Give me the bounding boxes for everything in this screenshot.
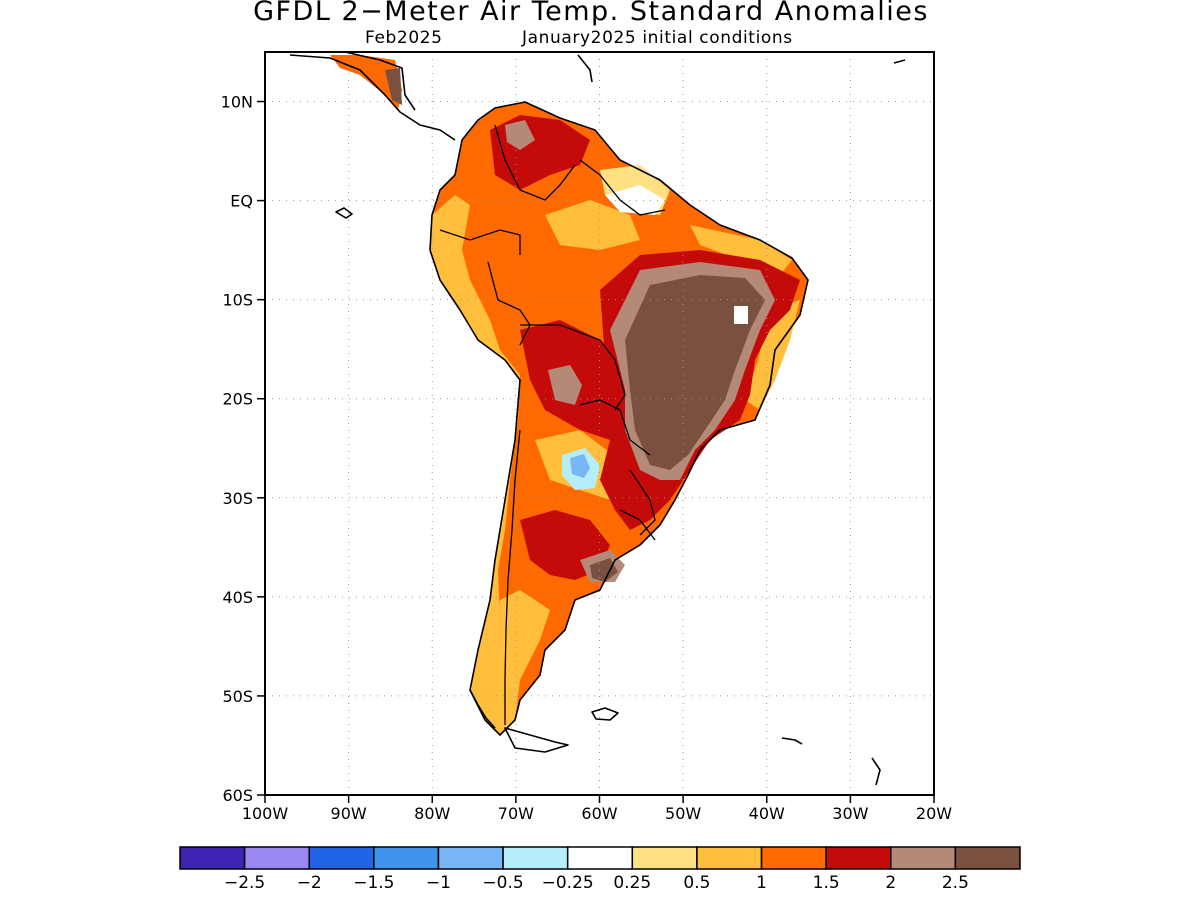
colorbar-label: −0.25 bbox=[542, 873, 594, 893]
missing-data-square bbox=[734, 306, 748, 324]
chaco-cool-inner bbox=[570, 454, 590, 478]
border-colombia-peru bbox=[439, 229, 521, 255]
colorbar-swatch bbox=[696, 846, 763, 870]
guiana-white bbox=[605, 185, 665, 215]
colorbar-swatch bbox=[373, 846, 440, 870]
colorbar-label: −2 bbox=[297, 873, 322, 893]
country-borders bbox=[439, 124, 666, 725]
brazil-dark-brown bbox=[625, 275, 765, 470]
colorbar-swatch bbox=[954, 846, 1021, 870]
forecast-month: Feb2025 bbox=[365, 28, 443, 48]
colorbar-label: −1 bbox=[426, 873, 451, 893]
border-argentina-brazil bbox=[629, 469, 656, 536]
central-america-coastline bbox=[289, 54, 456, 141]
tick-label-lat: 50S bbox=[222, 687, 253, 706]
border-argentina-chile bbox=[504, 429, 521, 725]
initial-conditions-label: January2025 initial conditions bbox=[522, 28, 793, 48]
tick-label-lon: 100W bbox=[242, 804, 289, 823]
south-atlantic-islands bbox=[871, 757, 881, 786]
south-georgia bbox=[781, 737, 803, 745]
tick-label-lat: 10S bbox=[222, 291, 253, 310]
tick-label-lon: 20W bbox=[916, 804, 952, 823]
colorbar-label: 1.5 bbox=[813, 873, 840, 893]
central-america-north-coast bbox=[344, 52, 416, 111]
tick-label-lat: 20S bbox=[222, 390, 253, 409]
border-colombia-venezuela bbox=[494, 124, 576, 201]
argentina-dark-brown bbox=[590, 558, 618, 582]
tick-label-lat: 10N bbox=[221, 93, 253, 112]
colorbar-label: 2 bbox=[885, 873, 896, 893]
colorbar-swatch bbox=[566, 846, 634, 870]
colorbar-label: −0.5 bbox=[482, 873, 523, 893]
galapagos bbox=[335, 207, 353, 219]
colorbar-label: 0.5 bbox=[683, 873, 710, 893]
border-brazil-bolivia bbox=[520, 324, 626, 411]
andes-light-band bbox=[430, 195, 520, 735]
central-america-anomaly bbox=[330, 55, 402, 110]
tick-label-lon: 30W bbox=[832, 804, 868, 823]
colorbar-swatch bbox=[437, 846, 504, 870]
falkland-islands bbox=[591, 707, 619, 721]
chile-archipelago bbox=[469, 689, 496, 729]
colorbar-swatch bbox=[179, 846, 246, 870]
tick-label-lat: EQ bbox=[230, 192, 253, 211]
coastlines bbox=[289, 52, 906, 786]
amazon-light-patch bbox=[545, 200, 640, 250]
border-peru-brazil bbox=[487, 261, 531, 346]
tick-label-lon: 80W bbox=[414, 804, 450, 823]
central-america-brown bbox=[385, 68, 402, 105]
colorbar-swatch bbox=[308, 846, 375, 870]
colorbar-label: 0.25 bbox=[613, 873, 651, 893]
south-america-coastline bbox=[429, 101, 809, 736]
anomaly-field bbox=[330, 55, 808, 735]
colorbar-label: 1 bbox=[756, 873, 767, 893]
tierra-del-fuego bbox=[504, 727, 569, 753]
border-venezuela-guyana bbox=[579, 159, 666, 216]
tick-label-lon: 70W bbox=[498, 804, 534, 823]
tick-label-lat: 30S bbox=[222, 489, 253, 508]
venezuela-light-brown bbox=[505, 120, 535, 150]
caribbean-islands bbox=[577, 54, 906, 83]
colorbar bbox=[179, 846, 1021, 870]
colorbar-swatch bbox=[825, 846, 892, 870]
axis-ticks bbox=[257, 100, 935, 803]
colorbar-swatch bbox=[760, 846, 827, 870]
colorbar-labels: −2.5 −2 −1.5 −1 −0.5 −0.25 0.25 0.5 1 1.5 2 2.5 bbox=[224, 873, 969, 893]
colorbar-swatch bbox=[502, 846, 569, 870]
bolivia-light-brown bbox=[548, 365, 582, 405]
colorbar-swatch bbox=[243, 846, 310, 870]
tick-label-lat: 40S bbox=[222, 588, 253, 607]
tick-label-lon: 50W bbox=[665, 804, 701, 823]
colorbar-label: 2.5 bbox=[942, 873, 969, 893]
colorbar-swatch bbox=[631, 846, 698, 870]
tick-label-lon: 90W bbox=[331, 804, 367, 823]
map-title: GFDL 2−Meter Air Temp. Standard Anomalie… bbox=[253, 0, 929, 27]
tick-label-lat: 60S bbox=[222, 786, 253, 805]
axis-labels: 100W 90W 80W 70W 60W 50W 40W 30W 20W 10N EQ 10S 20S 3… bbox=[221, 93, 953, 823]
tick-label-lon: 60W bbox=[581, 804, 617, 823]
east-coast-light bbox=[745, 300, 800, 410]
tick-label-lon: 40W bbox=[749, 804, 785, 823]
colorbar-label: −2.5 bbox=[224, 873, 265, 893]
colorbar-label: −1.5 bbox=[353, 873, 394, 893]
border-bolivia-paraguay bbox=[579, 399, 651, 456]
colorbar-swatch bbox=[890, 846, 957, 870]
border-uruguay bbox=[619, 509, 656, 541]
